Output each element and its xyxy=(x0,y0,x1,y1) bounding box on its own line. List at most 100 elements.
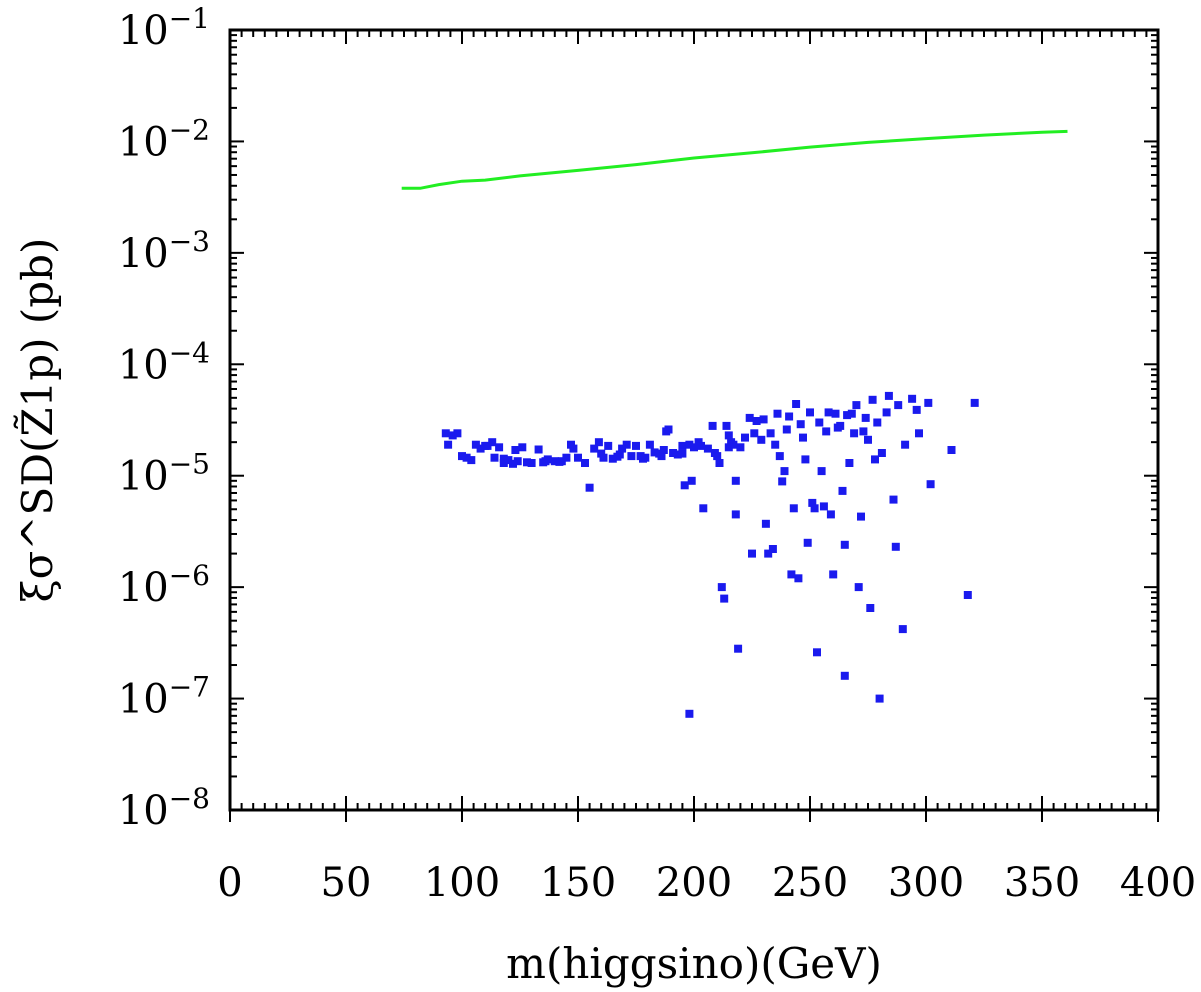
scatter-point xyxy=(759,415,768,424)
scatter-point xyxy=(924,398,933,407)
scatter-point xyxy=(819,502,828,511)
scatter-point xyxy=(662,427,671,436)
scatter-point xyxy=(891,542,900,551)
scatter-point xyxy=(894,401,903,410)
scatter-point xyxy=(734,644,743,653)
scatter-point xyxy=(699,504,708,513)
scatter-point xyxy=(824,408,833,417)
scatter-point xyxy=(724,443,733,452)
scatter-point xyxy=(838,486,847,495)
scatter-point xyxy=(845,459,854,467)
scatter-point xyxy=(717,583,726,592)
scatter-point xyxy=(645,440,654,449)
scatter-point xyxy=(826,510,835,519)
scatter-point xyxy=(722,421,731,430)
scatter-point xyxy=(757,435,766,444)
scatter-point xyxy=(513,457,522,466)
scatter-point xyxy=(778,477,787,486)
scatter-point xyxy=(963,591,972,599)
scatter-point xyxy=(597,449,606,458)
x-tick-label: 350 xyxy=(1004,860,1080,906)
scatter-point xyxy=(708,421,717,430)
series-line xyxy=(401,129,1068,190)
scatter-point xyxy=(453,429,462,438)
scatter-point xyxy=(444,440,453,449)
scatter-point xyxy=(511,446,520,454)
scatter-point xyxy=(622,440,631,449)
scatter-point xyxy=(697,441,705,450)
scatter-point xyxy=(690,443,698,452)
scatter-point xyxy=(822,427,831,436)
scatter-point xyxy=(685,440,694,449)
scatter-point xyxy=(504,456,513,465)
scatter-point xyxy=(889,495,898,504)
y-tick-label: 10−8 xyxy=(118,782,210,834)
scatter-point xyxy=(550,457,559,466)
scatter-point xyxy=(780,467,789,476)
scatter-point xyxy=(703,444,712,453)
axis-ticks xyxy=(229,29,1159,822)
scatter-point xyxy=(627,452,636,461)
scatter-point xyxy=(787,570,796,579)
scatter-point xyxy=(840,540,849,549)
tick-labels: 0 50 100 150 200 250 300 350 400 10−8 10−7 10−6 10−5… xyxy=(118,2,1196,906)
scatter-point xyxy=(803,538,812,547)
scatter-point xyxy=(488,438,497,447)
plot-frame xyxy=(228,28,1160,812)
scatter-point xyxy=(831,409,840,418)
scatter-point xyxy=(534,445,543,454)
scatter-point xyxy=(448,431,457,440)
x-tick-label: 400 xyxy=(1120,860,1196,906)
scatter-point xyxy=(731,476,740,485)
scatter-point xyxy=(926,480,935,489)
scatter-point xyxy=(650,448,659,457)
scatter-point xyxy=(541,457,550,466)
scatter-point xyxy=(594,438,603,447)
scatter-point xyxy=(875,694,884,703)
scatter-point xyxy=(608,454,617,463)
scatter-point xyxy=(680,481,689,490)
scatter-point xyxy=(574,453,582,462)
scatter-point xyxy=(810,504,819,513)
scatter-point xyxy=(868,395,877,404)
scatter-point xyxy=(840,671,849,680)
scatter-point xyxy=(615,450,624,459)
scatter-point xyxy=(720,594,729,603)
scatter-point xyxy=(768,545,777,553)
scatter-point xyxy=(912,405,921,414)
x-axis-title: m(higgsino)(GeV) xyxy=(506,939,882,988)
scatter-point xyxy=(829,570,838,579)
x-tick-label: 250 xyxy=(772,860,848,906)
scatter-point xyxy=(801,455,810,464)
scatter-point xyxy=(864,435,872,444)
scatter-point xyxy=(789,504,798,513)
y-tick-label: 10−5 xyxy=(118,448,210,500)
scatter-point xyxy=(471,440,480,449)
y-tick-label: 10−3 xyxy=(118,225,210,277)
scatter-point xyxy=(678,449,687,458)
scatter-point xyxy=(884,391,893,400)
scatter-point xyxy=(562,453,571,462)
scatter-point xyxy=(852,401,861,410)
scatter-point xyxy=(850,429,859,438)
scatter-point xyxy=(585,483,594,492)
x-tick-label: 0 xyxy=(217,860,242,906)
scatter-point xyxy=(639,454,647,463)
scatter-point xyxy=(847,409,856,418)
scatter-point xyxy=(481,441,490,450)
scatter-point xyxy=(590,444,599,453)
scatter-point xyxy=(915,429,923,438)
scatter-point xyxy=(859,427,868,436)
scatter-point xyxy=(806,408,814,417)
y-tick-label: 10−6 xyxy=(118,559,210,611)
scatter-point xyxy=(771,440,780,449)
scatter-point xyxy=(499,454,508,463)
scatter-point xyxy=(764,549,773,558)
scatter-point xyxy=(632,441,640,450)
scatter-point xyxy=(882,408,891,417)
scatter-point xyxy=(462,453,471,462)
scatter-point xyxy=(782,425,791,434)
scatter-point xyxy=(813,648,821,657)
scatter-point xyxy=(773,409,782,418)
